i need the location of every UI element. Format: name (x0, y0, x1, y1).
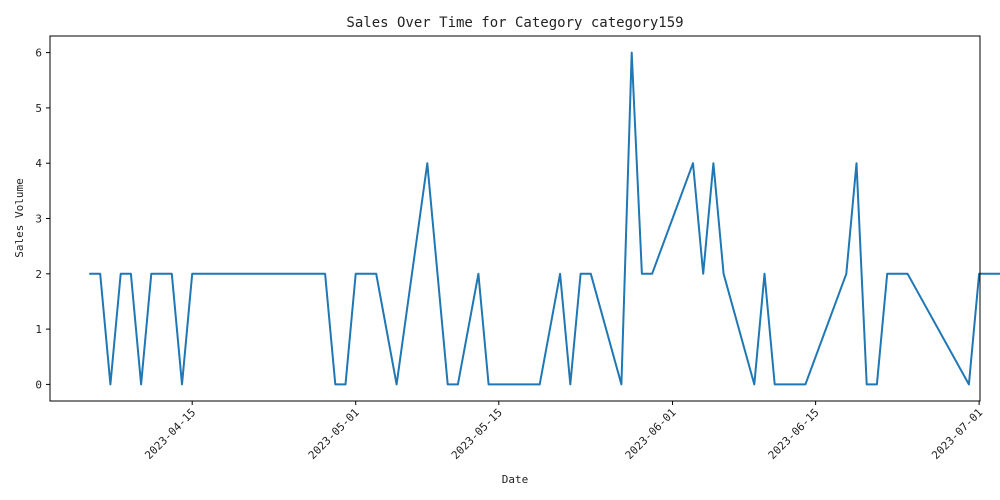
y-tick-label: 0 (35, 378, 42, 391)
x-tick-label: 2023-06-15 (766, 406, 822, 462)
x-tick-label: 2023-06-01 (623, 406, 679, 462)
x-axis-label: Date (502, 473, 529, 486)
chart-title: Sales Over Time for Category category159 (346, 15, 683, 31)
y-tick-label: 1 (35, 323, 42, 336)
x-tick-label: 2023-05-01 (306, 406, 362, 462)
plot-frame (49, 35, 981, 402)
y-tick-label: 3 (35, 213, 42, 226)
y-tick-label: 4 (35, 157, 42, 170)
y-tick-label: 2 (35, 268, 42, 281)
x-tick-label: 2023-04-15 (142, 406, 198, 462)
x-axis-ticks: 2023-04-15 2023-05-01 2023-05-15 2023-06-01… (142, 401, 985, 462)
x-tick-label: 2023-05-15 (449, 406, 505, 462)
x-tick-label: 2023-07-01 (929, 406, 985, 462)
y-tick-label: 5 (35, 102, 42, 115)
y-axis-ticks: 0 1 2 3 4 5 6 (35, 47, 50, 391)
y-tick-label: 6 (35, 47, 42, 60)
series-line (89, 51, 1000, 386)
y-axis-label: Sales Volume (13, 178, 26, 257)
